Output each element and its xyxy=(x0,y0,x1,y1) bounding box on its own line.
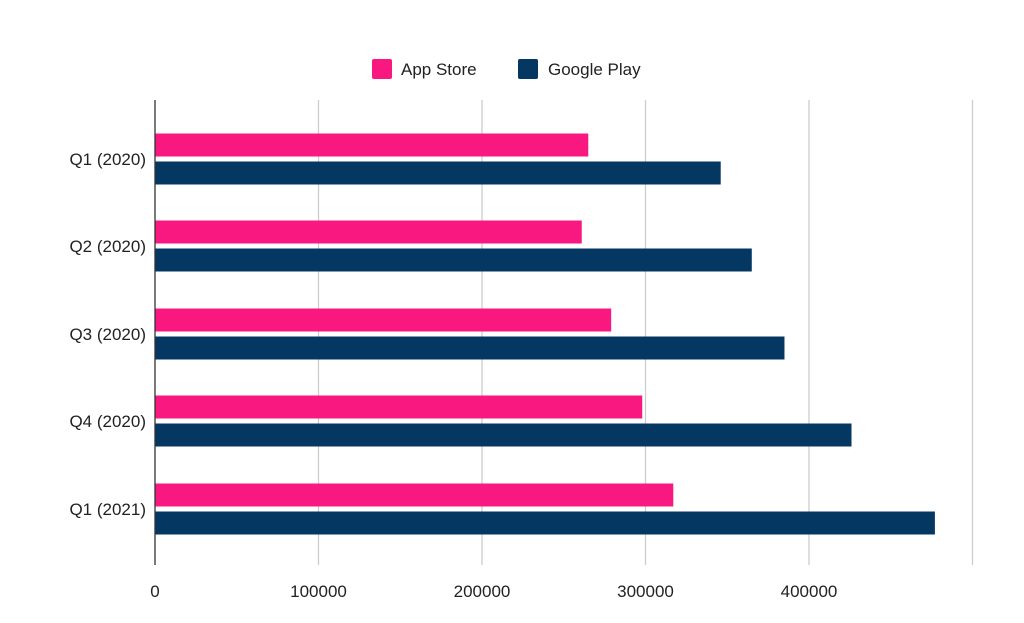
y-tick-label: Q1 (2020) xyxy=(69,150,146,169)
bar-google-play xyxy=(155,336,785,360)
tick-labels: Q1 (2020) Q2 (2020) Q3 (2020) Q4 (2020) Q1 (… xyxy=(69,150,837,601)
bar-app-store xyxy=(155,220,582,244)
bar-app-store xyxy=(155,133,589,157)
bar-google-play xyxy=(155,511,935,535)
bar-google-play xyxy=(155,423,852,447)
y-tick-label: Q1 (2021) xyxy=(69,500,146,519)
legend: App Store Google Play xyxy=(372,59,641,79)
bar-app-store xyxy=(155,395,643,419)
y-tick-label: Q4 (2020) xyxy=(69,412,146,431)
y-tick-label: Q3 (2020) xyxy=(69,325,146,344)
bar-google-play xyxy=(155,161,721,185)
bar-app-store xyxy=(155,483,674,507)
legend-label: App Store xyxy=(401,60,477,79)
x-tick-label: 300000 xyxy=(617,582,674,601)
x-tick-label: 100000 xyxy=(290,582,347,601)
x-tick-label: 200000 xyxy=(454,582,511,601)
x-tick-label: 0 xyxy=(150,582,159,601)
legend-swatch xyxy=(518,59,538,79)
bar-google-play xyxy=(155,248,752,272)
bar-app-store xyxy=(155,308,612,332)
legend-label: Google Play xyxy=(548,60,641,79)
y-tick-label: Q2 (2020) xyxy=(69,237,146,256)
bars xyxy=(155,133,935,535)
x-tick-label: 400000 xyxy=(781,582,838,601)
legend-swatch xyxy=(372,59,392,79)
